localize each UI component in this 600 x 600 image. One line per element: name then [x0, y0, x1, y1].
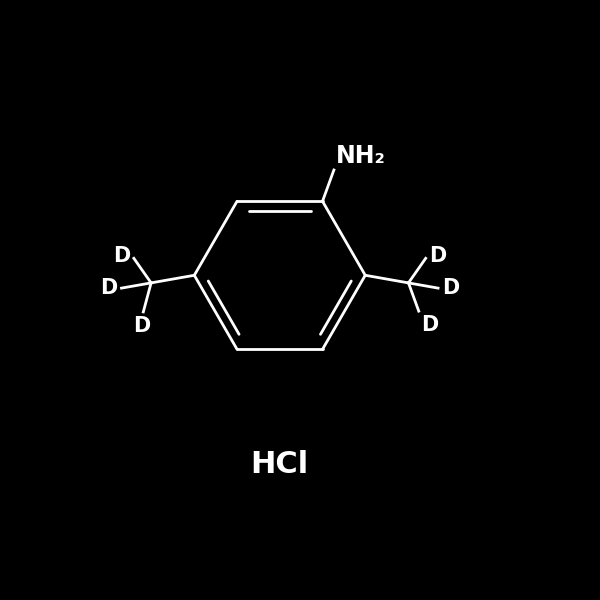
Text: D: D [442, 278, 459, 298]
Text: D: D [113, 246, 130, 266]
Text: D: D [133, 316, 151, 335]
Text: HCl: HCl [251, 450, 309, 479]
Text: D: D [421, 315, 439, 335]
Text: NH₂: NH₂ [336, 143, 386, 167]
Text: D: D [101, 278, 118, 298]
Text: D: D [430, 246, 446, 266]
